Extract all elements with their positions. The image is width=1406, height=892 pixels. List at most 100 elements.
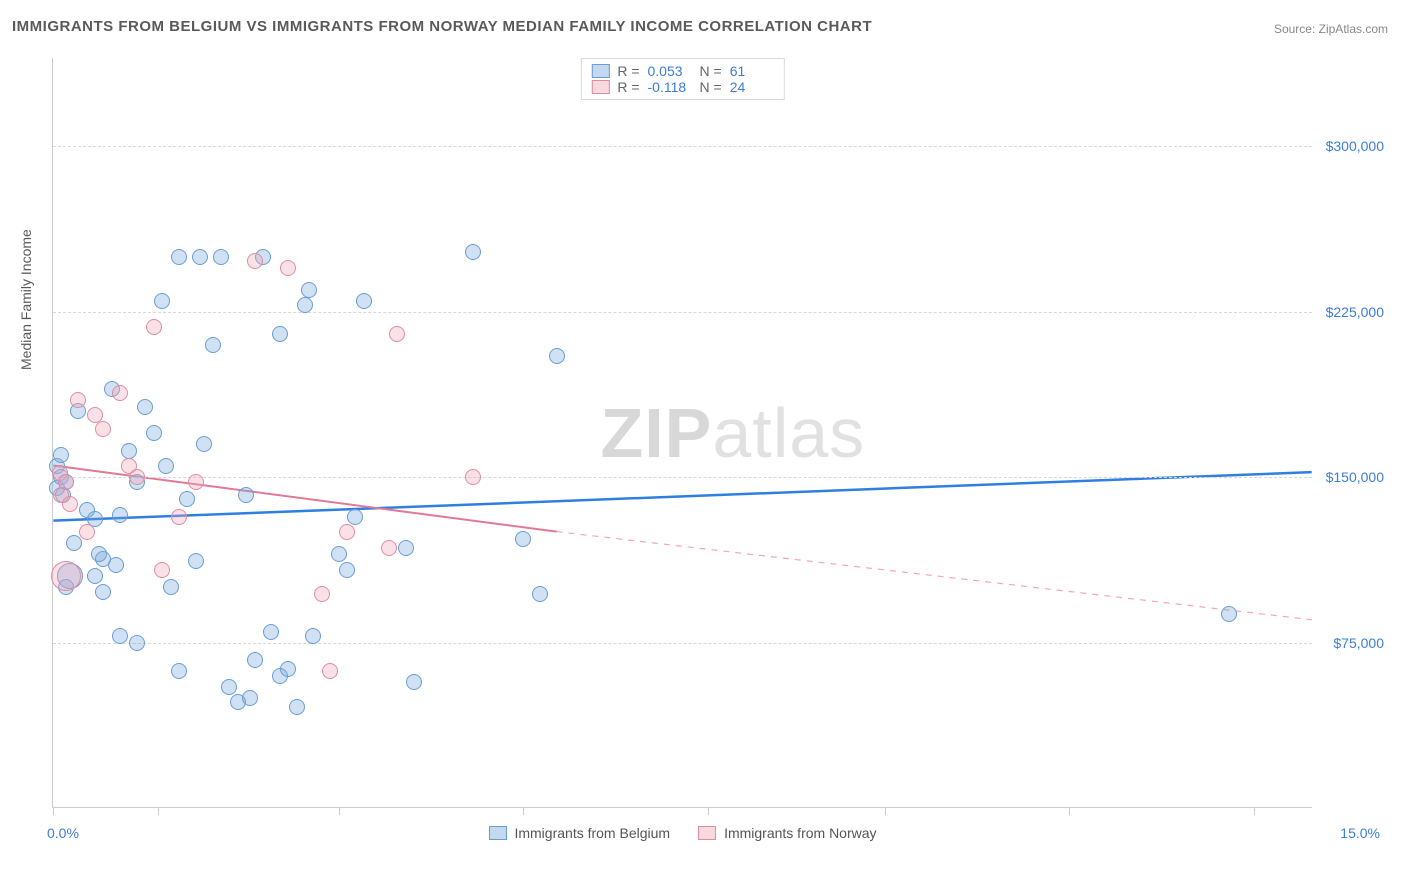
- scatter-point: [331, 546, 347, 562]
- scatter-point: [247, 652, 263, 668]
- scatter-point: [339, 524, 355, 540]
- scatter-point: [179, 491, 195, 507]
- n-value-norway: 24: [730, 79, 774, 95]
- scatter-point: [301, 282, 317, 298]
- x-axis-min-label: 0.0%: [47, 825, 79, 841]
- chart-title: IMMIGRANTS FROM BELGIUM VS IMMIGRANTS FR…: [12, 18, 872, 35]
- scatter-point: [66, 535, 82, 551]
- scatter-point: [129, 469, 145, 485]
- scatter-point: [263, 624, 279, 640]
- source-attribution: Source: ZipAtlas.com: [1274, 22, 1388, 36]
- scatter-point: [515, 531, 531, 547]
- r-value-belgium: 0.053: [648, 63, 692, 79]
- scatter-point: [289, 699, 305, 715]
- x-tick: [339, 807, 340, 815]
- r-value-norway: -0.118: [648, 79, 692, 95]
- scatter-point: [95, 421, 111, 437]
- scatter-point: [1221, 606, 1237, 622]
- scatter-point: [314, 586, 330, 602]
- scatter-point: [154, 293, 170, 309]
- scatter-point: [146, 425, 162, 441]
- gridline: [53, 643, 1312, 644]
- trendline: [557, 532, 1312, 620]
- scatter-point: [171, 663, 187, 679]
- scatter-point: [53, 447, 69, 463]
- scatter-point: [171, 509, 187, 525]
- scatter-point: [347, 509, 363, 525]
- scatter-point: [79, 524, 95, 540]
- scatter-point: [465, 469, 481, 485]
- scatter-point: [188, 474, 204, 490]
- n-label: N =: [700, 79, 722, 95]
- scatter-point: [280, 260, 296, 276]
- scatter-point: [205, 337, 221, 353]
- scatter-point: [188, 553, 204, 569]
- x-tick: [1069, 807, 1070, 815]
- legend-label-norway: Immigrants from Norway: [724, 825, 876, 841]
- scatter-point: [121, 443, 137, 459]
- y-tick-label: $75,000: [1333, 635, 1384, 651]
- scatter-point: [532, 586, 548, 602]
- legend-row-belgium: R = 0.053 N = 61: [591, 63, 773, 79]
- scatter-point: [112, 507, 128, 523]
- legend-item-belgium: Immigrants from Belgium: [488, 825, 670, 841]
- scatter-point: [305, 628, 321, 644]
- source-value: ZipAtlas.com: [1319, 22, 1388, 36]
- n-value-belgium: 61: [730, 63, 774, 79]
- swatch-pink-icon: [591, 80, 609, 94]
- scatter-point: [247, 253, 263, 269]
- gridline: [53, 146, 1312, 147]
- scatter-point: [238, 487, 254, 503]
- swatch-pink-icon: [698, 826, 716, 840]
- scatter-point: [339, 562, 355, 578]
- scatter-point: [95, 584, 111, 600]
- x-tick: [53, 807, 54, 815]
- scatter-point: [108, 557, 124, 573]
- scatter-point: [221, 679, 237, 695]
- gridline: [53, 477, 1312, 478]
- scatter-point: [381, 540, 397, 556]
- scatter-point: [465, 244, 481, 260]
- scatter-point: [398, 540, 414, 556]
- r-label: R =: [617, 63, 639, 79]
- r-label: R =: [617, 79, 639, 95]
- swatch-blue-icon: [488, 826, 506, 840]
- scatter-point: [62, 496, 78, 512]
- y-axis-title: Median Family Income: [18, 229, 34, 370]
- scatter-point: [549, 348, 565, 364]
- x-tick: [158, 807, 159, 815]
- scatter-point: [406, 674, 422, 690]
- scatter-point: [389, 326, 405, 342]
- correlation-legend: R = 0.053 N = 61 R = -0.118 N = 24: [580, 58, 784, 100]
- x-tick: [523, 807, 524, 815]
- scatter-point: [137, 399, 153, 415]
- scatter-point: [297, 297, 313, 313]
- scatter-point: [196, 436, 212, 452]
- scatter-point: [242, 690, 258, 706]
- legend-label-belgium: Immigrants from Belgium: [514, 825, 670, 841]
- scatter-point: [87, 568, 103, 584]
- scatter-point: [112, 385, 128, 401]
- scatter-point: [163, 579, 179, 595]
- y-tick-label: $150,000: [1326, 469, 1384, 485]
- scatter-point: [129, 635, 145, 651]
- scatter-point: [171, 249, 187, 265]
- x-tick: [1254, 807, 1255, 815]
- scatter-point: [272, 326, 288, 342]
- n-label: N =: [700, 63, 722, 79]
- scatter-point: [322, 663, 338, 679]
- scatter-point: [213, 249, 229, 265]
- scatter-point: [112, 628, 128, 644]
- scatter-point: [58, 474, 74, 490]
- chart-plot-area: ZIPatlas R = 0.053 N = 61 R = -0.118 N =…: [52, 58, 1312, 808]
- series-legend: Immigrants from Belgium Immigrants from …: [488, 825, 876, 841]
- legend-item-norway: Immigrants from Norway: [698, 825, 876, 841]
- scatter-point: [192, 249, 208, 265]
- gridline: [53, 312, 1312, 313]
- scatter-point: [154, 562, 170, 578]
- scatter-point: [146, 319, 162, 335]
- swatch-blue-icon: [591, 64, 609, 78]
- source-label: Source:: [1274, 22, 1315, 36]
- y-tick-label: $225,000: [1326, 304, 1384, 320]
- x-axis-max-label: 15.0%: [1340, 825, 1380, 841]
